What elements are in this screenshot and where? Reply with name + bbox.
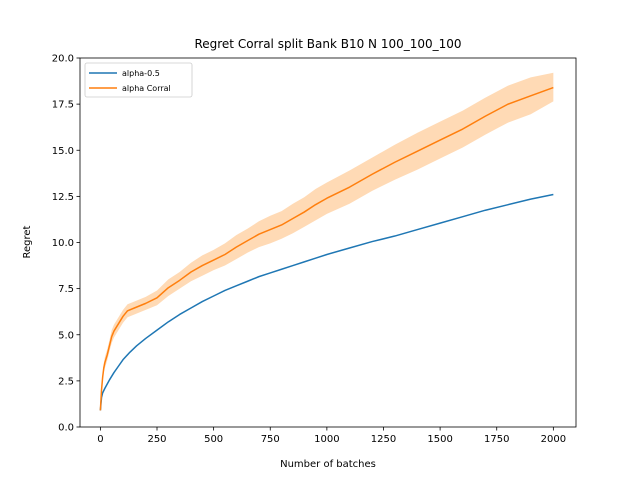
- legend-label-alpha-0-5: alpha-0.5: [122, 69, 160, 78]
- y-axis-label: Regret: [22, 225, 33, 258]
- y-tick-label: 7.5: [58, 284, 74, 295]
- plot-area: [99, 72, 554, 413]
- x-tick-label: 0: [97, 434, 103, 445]
- series-line-alpha-corral: [99, 86, 554, 411]
- series-line-alpha-0-5: [99, 193, 554, 411]
- legend: alpha-0.5 alpha Corral: [84, 62, 193, 98]
- x-tick-label: 1500: [427, 434, 452, 445]
- y-axis-ticks: 0.0 2.5 5.0 7.5 10.0 12.5 15.0 17.5 20.0: [52, 54, 80, 434]
- y-tick-label: 15.0: [52, 146, 74, 157]
- y-tick-label: 20.0: [52, 54, 74, 65]
- x-tick-label: 250: [147, 434, 166, 445]
- y-tick-label: 17.5: [52, 100, 74, 111]
- y-tick-label: 10.0: [52, 238, 74, 249]
- y-tick-label: 2.5: [58, 376, 74, 387]
- x-tick-label: 500: [204, 434, 223, 445]
- x-axis-label: Number of batches: [280, 459, 376, 470]
- x-tick-label: 1250: [371, 434, 396, 445]
- x-tick-label: 2000: [541, 434, 566, 445]
- x-tick-label: 750: [261, 434, 280, 445]
- y-tick-label: 5.0: [58, 330, 74, 341]
- legend-label-alpha-corral: alpha Corral: [122, 84, 171, 93]
- y-tick-label: 12.5: [52, 192, 74, 203]
- x-axis-ticks: 0 250 500 750 1000 1250 1500 1750 2000: [97, 427, 566, 445]
- confidence-band-alpha-corral: [100, 72, 554, 413]
- y-tick-label: 0.0: [58, 423, 74, 434]
- chart-title: Regret Corral split Bank B10 N 100_100_1…: [194, 37, 461, 51]
- x-tick-label: 1750: [484, 434, 509, 445]
- x-tick-label: 1000: [314, 434, 339, 445]
